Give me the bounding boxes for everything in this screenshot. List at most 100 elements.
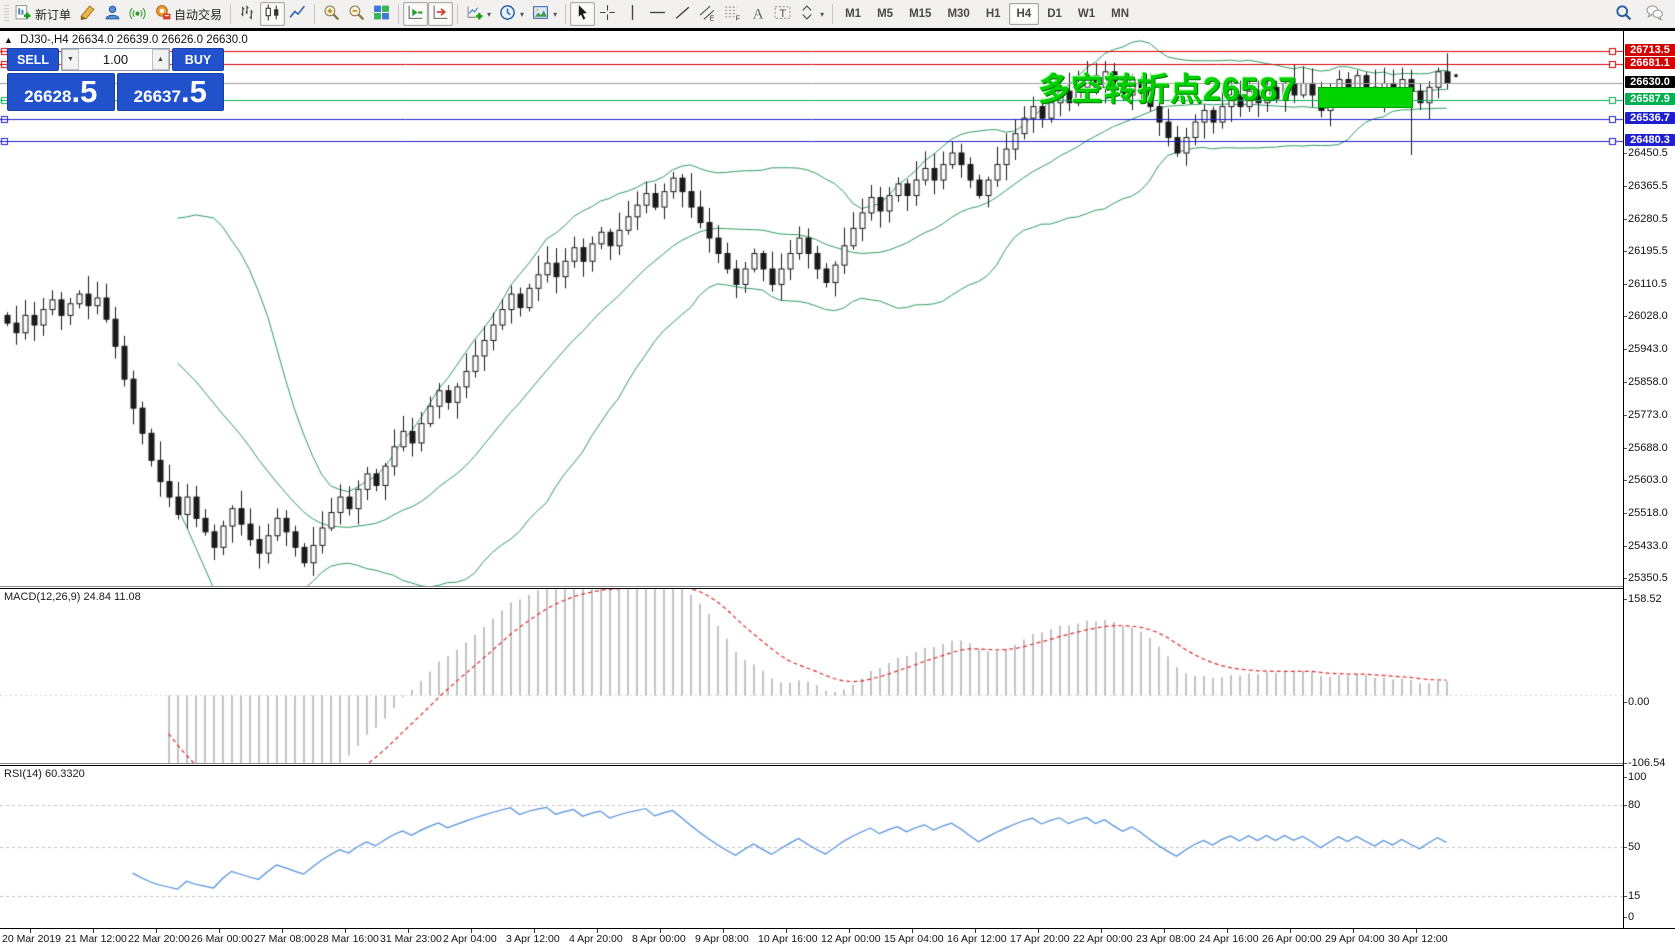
auto-scroll-icon — [407, 4, 424, 24]
time-label: 21 Mar 12:00 — [65, 933, 127, 945]
time-axis[interactable]: 20 Mar 2019 21 Mar 12:00 22 Mar 20:00 26 Ma… — [0, 928, 1675, 947]
sell-price-box[interactable]: 26628 .5 — [7, 73, 115, 111]
volume-increase-button[interactable]: ▲ — [152, 49, 169, 70]
time-label: 20 Mar 2019 — [2, 933, 61, 945]
shapes-menu-button[interactable]: ▾ — [795, 2, 828, 26]
price-panel: ▲ DJ30-,H4 26634.0 26639.0 26626.0 26630… — [0, 31, 1623, 586]
chart-shift-button[interactable] — [428, 2, 454, 26]
time-tick — [1290, 929, 1291, 933]
market-watch-button[interactable] — [100, 2, 125, 26]
volume-spinner[interactable]: ▼ 1.00 ▲ — [61, 48, 170, 71]
time-label: 9 Apr 08:00 — [695, 933, 749, 945]
chevron-down-icon[interactable]: ▾ — [487, 9, 492, 19]
y-axis-tick: 25943.0 — [1624, 343, 1668, 355]
timeframe-button-m15[interactable]: M15 — [909, 8, 932, 20]
auto-scroll-button[interactable] — [403, 2, 429, 26]
rsi-axis-tick: 15 — [1623, 890, 1641, 902]
chevron-down-icon[interactable]: ▾ — [820, 9, 825, 19]
macd-label: MACD(12,26,9) 24.84 11.08 — [4, 591, 141, 603]
periods-menu-button[interactable]: ▾ — [495, 2, 528, 26]
auto-trading-button[interactable]: 自动交易 — [150, 2, 226, 26]
rsi-axis-tick: 50 — [1623, 841, 1641, 853]
volume-value[interactable]: 1.00 — [102, 52, 129, 67]
ohlc-values: 26634.0 26639.0 26626.0 26630.0 — [71, 34, 248, 46]
toolbar-separator — [457, 4, 459, 24]
line-chart-mode-icon — [289, 4, 306, 24]
rsi-axis-tick: 100 — [1623, 771, 1647, 783]
price-axis[interactable]: 26450.5 26365.5 26280.5 26195.5 26110.5 26028… — [1623, 31, 1675, 928]
text-tool-icon: A — [749, 4, 766, 24]
auto-trading-label: 自动交易 — [174, 7, 223, 22]
bar-chart-mode-button[interactable] — [235, 2, 260, 26]
text-label-tool-button[interactable]: T — [770, 2, 795, 26]
zoom-out-button[interactable] — [344, 2, 369, 26]
volume-decrease-button[interactable]: ▼ — [62, 49, 79, 70]
search-button[interactable] — [1611, 2, 1636, 26]
channel-tool-button[interactable]: E — [695, 2, 720, 26]
current-price-tag: 26630.0 — [1625, 76, 1675, 89]
templates-menu-button[interactable]: ▾ — [528, 2, 561, 26]
timeframe-button-m30[interactable]: M30 — [947, 8, 970, 20]
chevron-down-icon[interactable]: ▾ — [553, 9, 558, 19]
text-label-tool-icon: T — [774, 4, 791, 24]
sell-button[interactable]: SELL — [7, 48, 59, 71]
time-label: 29 Apr 04:00 — [1325, 933, 1385, 945]
chevron-down-icon[interactable]: ▾ — [520, 9, 525, 19]
y-axis-tick: 25433.0 — [1624, 540, 1668, 553]
signals-button[interactable] — [125, 2, 150, 26]
toolbar-separator — [398, 4, 400, 24]
pivot-annotation-text[interactable]: 多空转折点26587 — [1038, 71, 1297, 107]
text-tool-button[interactable]: A — [745, 2, 770, 26]
y-axis-tick: 26365.5 — [1624, 179, 1668, 192]
time-tick — [534, 929, 535, 933]
time-label: 30 Apr 12:00 — [1388, 933, 1448, 945]
time-tick — [1353, 929, 1354, 933]
time-tick — [912, 929, 913, 933]
highlighter-button[interactable] — [75, 2, 100, 26]
svg-text:A: A — [753, 6, 764, 21]
panel-divider[interactable] — [0, 763, 1675, 766]
timeframe-button-m5[interactable]: M5 — [877, 8, 894, 20]
level-price-tag: 26713.5 — [1625, 44, 1675, 57]
y-axis-tick: 25688.0 — [1624, 441, 1668, 454]
time-tick — [597, 929, 598, 933]
macd-canvas[interactable] — [0, 589, 1623, 763]
price-chart-canvas[interactable] — [0, 31, 1623, 586]
time-label: 22 Mar 20:00 — [128, 933, 190, 945]
new-order-button[interactable]: 新订单 — [11, 2, 75, 26]
timeframe-button-w1[interactable]: W1 — [1077, 8, 1096, 20]
y-axis-tick: 26450.5 — [1624, 146, 1668, 159]
time-label: 27 Mar 08:00 — [254, 933, 316, 945]
collapse-arrow-icon[interactable]: ▲ — [4, 35, 13, 45]
buy-price-box[interactable]: 26637 .5 — [116, 73, 224, 111]
zoom-in-button[interactable] — [319, 2, 344, 26]
chat-button[interactable] — [1642, 2, 1667, 26]
chart-header: ▲ DJ30-,H4 26634.0 26639.0 26626.0 26630… — [4, 34, 248, 46]
fibonacci-tool-icon: F — [724, 4, 741, 24]
time-tick — [1101, 929, 1102, 933]
highlight-rectangle[interactable] — [1318, 87, 1413, 108]
rsi-canvas[interactable] — [0, 766, 1623, 928]
y-axis-tick: 25773.0 — [1624, 408, 1668, 421]
time-tick — [345, 929, 346, 933]
timeframe-button-d1[interactable]: D1 — [1047, 8, 1062, 20]
tile-windows-button[interactable] — [369, 2, 394, 26]
crosshair-tool-button[interactable] — [595, 2, 620, 26]
vertical-line-tool-button[interactable] — [620, 2, 645, 26]
trendline-tool-button[interactable] — [670, 2, 695, 26]
tile-windows-icon — [373, 4, 390, 24]
cursor-tool-button[interactable] — [570, 2, 596, 26]
timeframe-button-mn[interactable]: MN — [1111, 8, 1130, 20]
indicators-menu-button[interactable]: ▾ — [462, 2, 495, 26]
line-chart-mode-button[interactable] — [285, 2, 310, 26]
panel-divider[interactable] — [0, 586, 1675, 589]
time-tick — [786, 929, 787, 933]
level-price-tag: 26681.1 — [1625, 56, 1675, 69]
candle-chart-mode-button[interactable] — [260, 2, 286, 26]
timeframe-button-h1[interactable]: H1 — [985, 8, 1001, 20]
horizontal-line-tool-button[interactable] — [645, 2, 670, 26]
timeframe-button-m1[interactable]: M1 — [845, 8, 862, 20]
fibonacci-tool-button[interactable]: F — [720, 2, 745, 26]
buy-button[interactable]: BUY — [172, 48, 224, 71]
timeframe-button-h4[interactable]: H4 — [1008, 3, 1040, 25]
